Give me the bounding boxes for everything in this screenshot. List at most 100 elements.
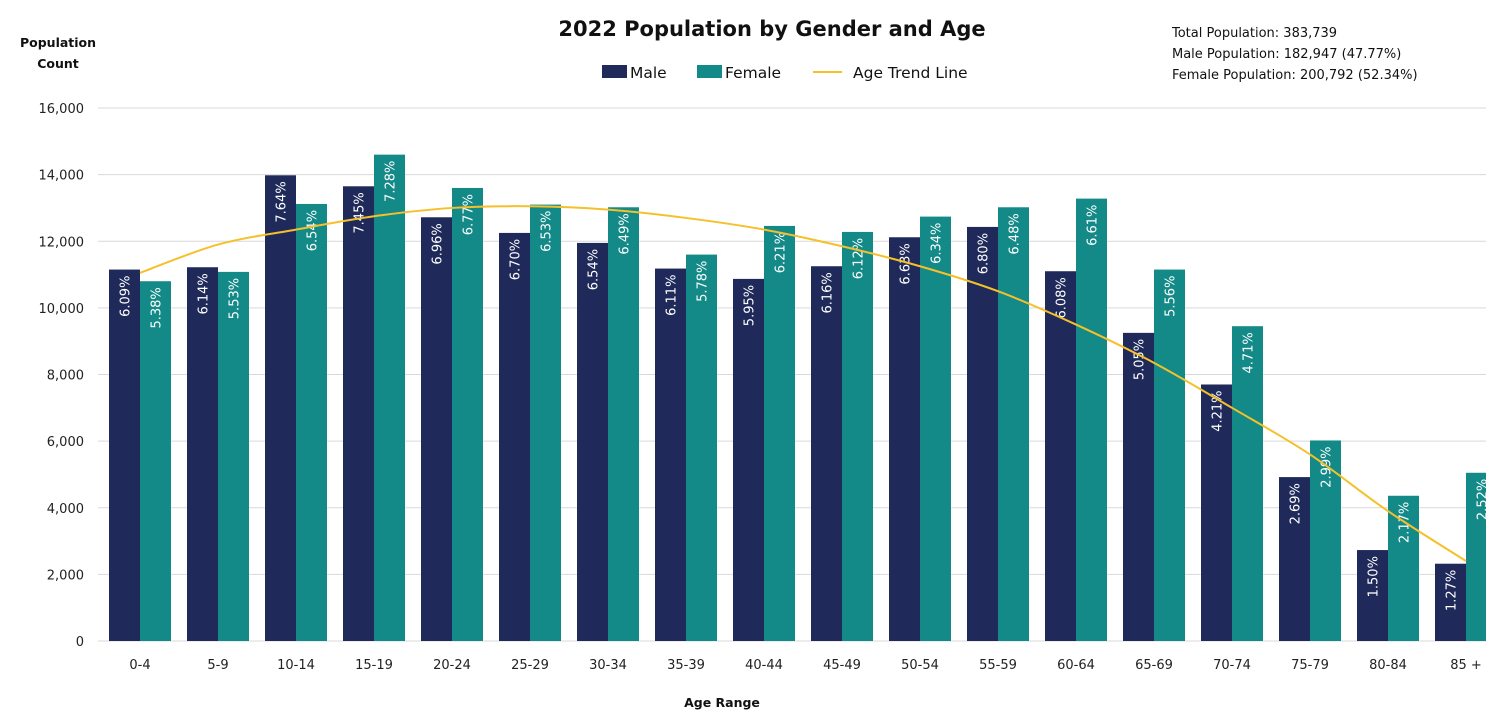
y-tick-label: 6,000	[47, 435, 84, 450]
summary-box: Total Population: 383,739 Male Populatio…	[1171, 26, 1418, 83]
bar-male	[655, 268, 686, 641]
summary-male: Male Population: 182,947 (47.77%)	[1172, 47, 1401, 62]
bar-label-female: 6.77%	[462, 194, 477, 235]
bar-male	[499, 232, 530, 641]
bar-label-male: 6.08%	[1055, 277, 1070, 318]
x-tick-label: 20-24	[433, 658, 471, 673]
bar-female	[140, 281, 171, 641]
bar-label-male: 6.96%	[431, 223, 446, 264]
bar-label-female: 4.71%	[1242, 332, 1257, 373]
bar-label-female: 6.21%	[774, 232, 789, 273]
x-tick-label: 10-14	[277, 658, 315, 673]
bar-female	[686, 254, 717, 641]
bar-label-male: 5.05%	[1133, 339, 1148, 380]
bar-label-male: 6.11%	[665, 275, 680, 316]
bar-label-male: 2.69%	[1289, 483, 1304, 524]
summary-total: Total Population: 383,739	[1171, 26, 1337, 41]
bar-female	[1076, 198, 1107, 642]
bar-label-male: 5.95%	[743, 285, 758, 326]
x-tick-label: 15-19	[355, 658, 393, 673]
bar-male	[811, 266, 842, 641]
x-tick-label: 85 +	[1450, 658, 1482, 673]
bar-female	[1232, 326, 1263, 641]
legend-label-male: Male	[630, 64, 667, 82]
bar-label-male: 1.27%	[1445, 570, 1460, 611]
bar-female	[920, 216, 951, 641]
bar-male	[1435, 563, 1466, 641]
y-axis-ticks: 0 2,000 4,000 6,000 8,000 10,000 12,000 14,000 1…	[39, 102, 85, 650]
y-axis-label-line2: Count	[37, 56, 79, 71]
bar-male	[733, 278, 764, 641]
bars	[109, 154, 1486, 642]
bar-label-male: 1.50%	[1367, 556, 1382, 597]
legend-swatch-male	[602, 65, 627, 78]
x-tick-label: 55-59	[979, 658, 1017, 673]
bar-female	[452, 187, 483, 641]
chart-title: 2022 Population by Gender and Age	[558, 17, 985, 41]
y-axis-label-line1: Population	[20, 35, 96, 50]
bar-label-male: 7.64%	[275, 181, 290, 222]
legend-label-trend: Age Trend Line	[853, 64, 968, 82]
bar-label-male: 6.54%	[587, 249, 602, 290]
y-tick-label: 4,000	[47, 502, 84, 517]
x-tick-label: 30-34	[589, 658, 627, 673]
bar-female	[1388, 495, 1419, 641]
x-tick-label: 25-29	[511, 658, 549, 673]
bar-label-female: 5.53%	[228, 278, 243, 319]
y-tick-label: 2,000	[47, 568, 84, 583]
y-tick-label: 14,000	[39, 169, 85, 184]
bar-male	[187, 267, 218, 641]
trend-line-group	[139, 205, 1467, 562]
bar-male	[967, 226, 998, 641]
bar-label-female: 5.38%	[150, 287, 165, 328]
bar-label-female: 6.54%	[306, 210, 321, 251]
bar-male	[343, 186, 374, 642]
summary-female: Female Population: 200,792 (52.34%)	[1172, 68, 1418, 83]
bar-label-female: 6.48%	[1008, 213, 1023, 254]
bar-female	[608, 207, 639, 642]
y-tick-label: 16,000	[39, 102, 85, 117]
bar-label-male: 6.80%	[977, 233, 992, 274]
bar-label-male: 6.16%	[821, 272, 836, 313]
bar-male	[109, 269, 140, 641]
bar-female	[764, 225, 795, 641]
y-tick-label: 10,000	[39, 302, 85, 317]
x-tick-label: 0-4	[129, 658, 150, 673]
bar-male	[889, 237, 920, 641]
bar-label-female: 6.12%	[852, 238, 867, 279]
x-tick-label: 60-64	[1057, 658, 1095, 673]
bar-label-male: 6.14%	[197, 273, 212, 314]
bar-label-male: 6.70%	[509, 239, 524, 280]
bar-label-male: 7.45%	[353, 192, 368, 233]
y-tick-label: 8,000	[47, 369, 84, 384]
bar-male	[1279, 477, 1310, 641]
bar-label-female: 6.61%	[1086, 205, 1101, 246]
bar-male	[265, 175, 296, 641]
bar-female	[296, 203, 327, 641]
x-tick-label: 65-69	[1135, 658, 1173, 673]
bar-label-male: 6.63%	[899, 243, 914, 284]
bar-label-female: 2.52%	[1476, 479, 1486, 520]
age-trend-line	[139, 205, 1467, 562]
x-tick-label: 80-84	[1369, 658, 1407, 673]
x-axis-ticks: 0-4 5-9 10-14 15-19 20-24 25-29 30-34 35-39 40-4…	[129, 658, 1481, 673]
x-tick-label: 70-74	[1213, 658, 1251, 673]
bar-male	[1045, 271, 1076, 641]
bar-male	[577, 242, 608, 641]
bar-female	[530, 204, 561, 641]
x-axis-label: Age Range	[684, 695, 760, 710]
bar-female	[1466, 472, 1486, 641]
bar-female	[374, 154, 405, 641]
bar-female	[842, 231, 873, 642]
bar-label-female: 6.34%	[930, 223, 945, 264]
bar-male	[1123, 332, 1154, 641]
bar-male	[421, 217, 452, 641]
x-tick-label: 35-39	[667, 658, 705, 673]
x-tick-label: 45-49	[823, 658, 861, 673]
bar-label-female: 7.28%	[384, 161, 399, 202]
bar-label-female: 5.56%	[1164, 276, 1179, 317]
bar-female	[998, 207, 1029, 642]
legend-swatch-female	[697, 65, 722, 78]
legend-label-female: Female	[725, 64, 781, 82]
